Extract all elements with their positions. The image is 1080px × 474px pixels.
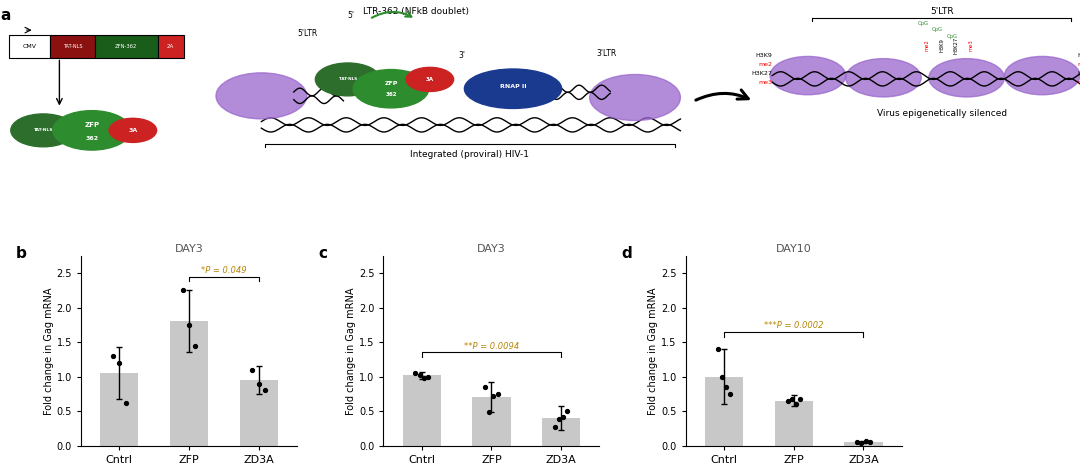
Circle shape	[11, 114, 76, 147]
Bar	[100, 373, 138, 446]
Text: ***P = 0.0002: ***P = 0.0002	[764, 321, 824, 330]
Circle shape	[109, 118, 157, 142]
Text: 3A: 3A	[426, 77, 434, 82]
Text: ZFP: ZFP	[84, 122, 99, 128]
Circle shape	[846, 59, 921, 97]
Text: me3: me3	[758, 80, 772, 85]
FancyBboxPatch shape	[95, 35, 158, 57]
Title: DAY3: DAY3	[175, 244, 203, 254]
Text: me2: me2	[924, 39, 929, 51]
Text: CpG: CpG	[932, 27, 943, 32]
Title: DAY10: DAY10	[775, 244, 812, 254]
Circle shape	[216, 73, 307, 119]
Text: CpG: CpG	[918, 20, 929, 26]
Text: 3'LTR: 3'LTR	[597, 49, 617, 58]
Text: *P = 0.049: *P = 0.049	[201, 266, 246, 275]
Bar	[403, 375, 441, 446]
Title: DAY3: DAY3	[477, 244, 505, 254]
Text: me2: me2	[758, 62, 772, 67]
Text: H3K9: H3K9	[755, 54, 772, 58]
Bar	[542, 418, 580, 446]
Text: H3K27: H3K27	[1078, 71, 1080, 76]
Ellipse shape	[464, 69, 562, 109]
Bar	[170, 321, 208, 446]
Circle shape	[590, 74, 680, 120]
Text: Virus epigenetically silenced: Virus epigenetically silenced	[877, 109, 1007, 118]
Circle shape	[1004, 56, 1080, 95]
Circle shape	[406, 67, 454, 91]
Text: 5': 5'	[348, 11, 354, 20]
FancyBboxPatch shape	[158, 35, 184, 57]
Text: TAT-NLS: TAT-NLS	[339, 77, 356, 82]
Text: 2A: 2A	[167, 44, 174, 48]
Text: me2: me2	[1078, 62, 1080, 67]
Text: me3: me3	[969, 39, 973, 51]
Text: 3A: 3A	[129, 128, 137, 133]
Y-axis label: Fold change in Gag mRNA: Fold change in Gag mRNA	[648, 287, 659, 414]
Circle shape	[315, 63, 380, 96]
Text: Integrated (proviral) HIV-1: Integrated (proviral) HIV-1	[410, 150, 529, 159]
FancyBboxPatch shape	[9, 35, 50, 57]
Circle shape	[353, 70, 429, 108]
FancyBboxPatch shape	[50, 35, 95, 57]
Text: ZFP: ZFP	[384, 81, 397, 86]
Text: me3: me3	[1078, 80, 1080, 85]
Text: 5'LTR: 5'LTR	[930, 7, 954, 16]
Circle shape	[929, 59, 1004, 97]
Text: TAT-NLS: TAT-NLS	[63, 44, 82, 48]
Text: ZFN-362: ZFN-362	[116, 44, 137, 48]
Bar	[240, 380, 278, 446]
Bar	[774, 401, 813, 446]
Text: d: d	[621, 246, 632, 262]
Text: TAT-NLS: TAT-NLS	[33, 128, 53, 132]
Y-axis label: Fold change in Gag mRNA: Fold change in Gag mRNA	[346, 287, 356, 414]
Bar	[845, 442, 882, 446]
Text: b: b	[16, 246, 27, 262]
Text: H3K27: H3K27	[954, 36, 958, 54]
Text: CpG: CpG	[947, 34, 958, 39]
Text: **P = 0.0094: **P = 0.0094	[463, 342, 519, 351]
Text: LTR-362 (NFkB doublet): LTR-362 (NFkB doublet)	[363, 7, 469, 16]
Text: c: c	[319, 246, 327, 262]
Text: 362: 362	[85, 136, 98, 140]
Text: 362: 362	[386, 91, 396, 97]
Y-axis label: Fold change in Gag mRNA: Fold change in Gag mRNA	[43, 287, 54, 414]
Text: H3K27: H3K27	[752, 71, 772, 76]
Text: RNAP II: RNAP II	[500, 84, 526, 89]
Circle shape	[53, 110, 131, 150]
Bar	[705, 377, 743, 446]
Text: H3K9: H3K9	[1078, 54, 1080, 58]
Text: a: a	[0, 8, 11, 23]
Circle shape	[770, 56, 846, 95]
Text: 3': 3'	[459, 51, 465, 60]
Bar	[472, 397, 511, 446]
Text: CMV: CMV	[23, 44, 36, 48]
Text: H3K9: H3K9	[940, 38, 944, 52]
Text: 5'LTR: 5'LTR	[298, 29, 318, 38]
